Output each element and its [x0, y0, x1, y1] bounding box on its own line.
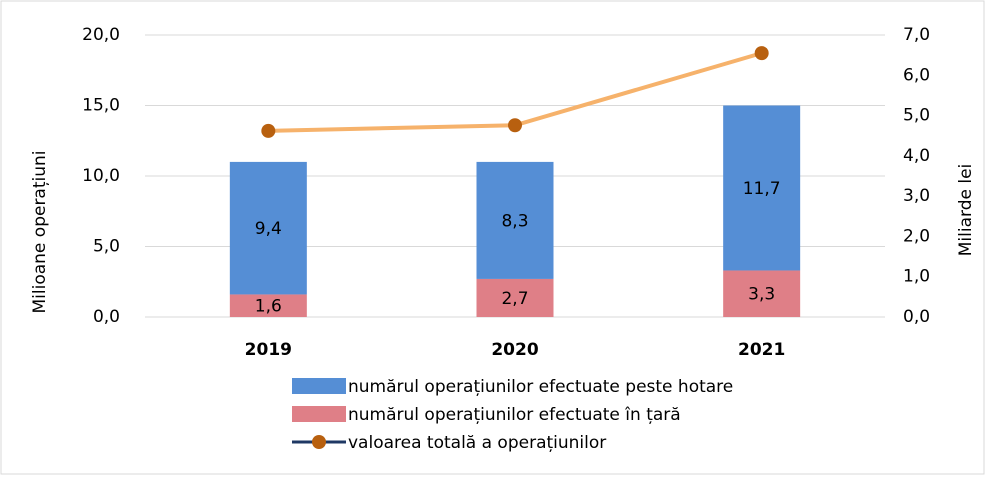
x-tick-label: 2021: [738, 340, 785, 360]
bar: [723, 105, 801, 271]
y2-tick-label: 5,0: [903, 106, 930, 126]
legend-swatch: [292, 406, 346, 422]
y2-tick-label: 7,0: [903, 25, 930, 45]
data-label: 1,6: [255, 297, 282, 317]
marker: [508, 118, 522, 133]
x-tick-label: 2019: [245, 340, 292, 360]
y-tick-label: 20,0: [82, 25, 120, 45]
y2-tick-label: 2,0: [903, 226, 930, 246]
bar: [476, 161, 554, 279]
data-label: 8,3: [501, 211, 528, 231]
y2-tick-label: 1,0: [903, 267, 930, 287]
y-axis-title: Milioane operațiuni: [30, 150, 50, 313]
y-tick-label: 10,0: [82, 166, 120, 186]
marker: [261, 123, 276, 138]
legend-label: valoarea totală a operațiunilor: [348, 433, 606, 453]
bar: [229, 294, 307, 317]
data-label: 2,7: [501, 289, 528, 309]
bar: [723, 270, 801, 317]
y-tick-label: 15,0: [82, 96, 120, 116]
y2-tick-label: 6,0: [903, 65, 930, 85]
legend-swatch: [292, 378, 346, 394]
legend-label: numărul operațiunilor efectuate în țară: [348, 405, 681, 425]
y2-tick-label: 4,0: [903, 146, 930, 166]
bar: [229, 161, 307, 295]
y2-tick-label: 0,0: [903, 307, 930, 327]
y-tick-label: 0,0: [93, 307, 120, 327]
data-label: 9,4: [255, 219, 282, 239]
marker: [754, 46, 769, 61]
y-tick-label: 5,0: [93, 237, 120, 257]
legend-label: numărul operațiunilor efectuate peste ho…: [348, 377, 733, 397]
y2-tick-label: 3,0: [903, 186, 930, 206]
x-tick-label: 2020: [491, 340, 538, 360]
y2-axis-title: Miliarde lei: [956, 164, 976, 257]
data-label: 11,7: [743, 179, 781, 199]
legend-marker: [312, 435, 326, 449]
data-label: 3,3: [748, 285, 775, 305]
bar: [476, 278, 554, 317]
